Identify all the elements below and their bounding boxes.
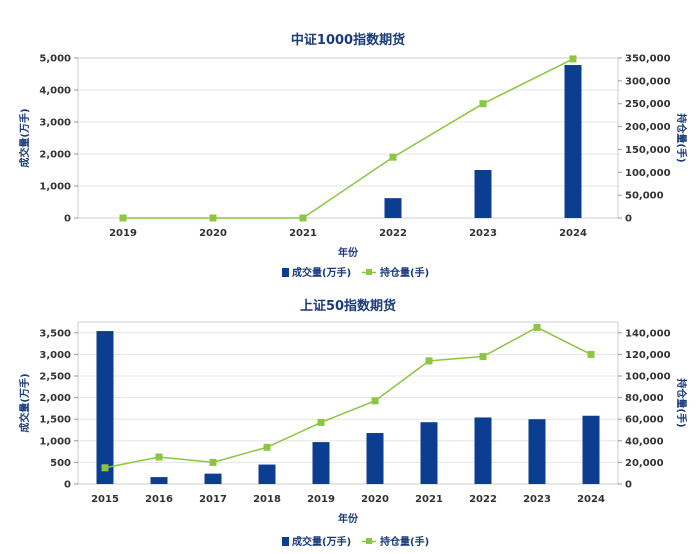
chart-1-legend-bar-label: 成交量(万手) — [292, 266, 351, 279]
chart-1-y2-tick-label: 100,000 — [625, 168, 671, 179]
chart-2-y-tick-label: 2,500 — [39, 372, 71, 383]
chart-2-y-tick-label: 3,500 — [39, 328, 71, 339]
chart-1-plot-frame — [77, 57, 619, 219]
chart-2-bar — [258, 464, 276, 484]
chart-1-y-tick-label: 3,000 — [39, 118, 71, 129]
chart-2-line-point — [371, 397, 379, 405]
chart-1-line-point — [119, 214, 127, 222]
chart-2-x-tick-label: 2017 — [199, 494, 227, 505]
chart-2-bar — [204, 473, 222, 484]
chart-1-line-series — [123, 58, 574, 219]
chart-2-legend-bar-swatch — [282, 537, 289, 546]
chart-2-y2-tick-label: 40,000 — [625, 436, 664, 447]
chart-2-legend-bar-label: 成交量(万手) — [292, 535, 351, 548]
chart-2-y-axis-label: 成交量(万手) — [18, 373, 31, 432]
chart-2-y2-tick-label: 100,000 — [625, 372, 671, 383]
chart-2-x-tick-label: 2020 — [361, 494, 389, 505]
chart-1-y-tick-label: 4,000 — [39, 86, 71, 97]
chart-2-y2-tick-label: 140,000 — [625, 328, 671, 339]
chart-1-y2-tick-label: 200,000 — [625, 122, 671, 133]
chart-2-x-tick-label: 2015 — [91, 494, 119, 505]
chart-2-x-tick-label: 2023 — [523, 494, 551, 505]
chart-1-x-tick-label: 2020 — [199, 228, 227, 239]
chart-2-line-series — [104, 326, 592, 469]
chart-2-y-tick-label: 500 — [50, 458, 71, 469]
chart-2-x-tick-label: 2021 — [415, 494, 443, 505]
chart-2: 上证50指数期货 0 500 1,000 1,500 2,000 2,500 3,000 3,5… — [18, 298, 688, 548]
chart-1-line-point — [389, 153, 397, 161]
chart-2-title: 上证50指数期货 — [300, 298, 396, 314]
chart-2-line-point — [155, 453, 163, 461]
chart-1-x-tick-label: 2024 — [559, 228, 587, 239]
chart-2-y2-tick-label: 60,000 — [625, 415, 664, 426]
chart-1-y2-tick-label: 150,000 — [625, 145, 671, 156]
chart-2-line-point — [533, 323, 541, 331]
chart-2-bar — [96, 331, 114, 484]
chart-1-line-point — [209, 214, 217, 222]
chart-1-line-point — [569, 55, 577, 63]
chart-2-y2-tick-label: 120,000 — [625, 350, 671, 361]
chart-2-bar — [582, 415, 600, 484]
chart-2-line-point — [317, 418, 325, 426]
chart-1-bar — [384, 198, 402, 218]
chart-1-legend-bar-swatch — [282, 268, 289, 277]
chart-2-legend-line-marker — [366, 538, 372, 544]
chart-2-y2-tick-label: 80,000 — [625, 393, 664, 404]
chart-1-x-axis-label: 年份 — [338, 246, 359, 259]
chart-1-y-tick-label: 2,000 — [39, 150, 71, 161]
chart-1-y2-tick-label: 0 — [625, 214, 632, 225]
chart-1-title: 中证1000指数期货 — [291, 32, 405, 48]
chart-2-line-point — [587, 350, 595, 358]
chart-2-x-tick-label: 2016 — [145, 494, 173, 505]
chart-2-y-tick-label: 1,500 — [39, 415, 71, 426]
chart-2-x-axis-label: 年份 — [338, 512, 359, 525]
chart-1-line-point — [299, 214, 307, 222]
chart-1-y-tick-label: 5,000 — [39, 54, 71, 65]
chart-1-y2-tick-label: 250,000 — [625, 99, 671, 110]
chart-2-y2-tick-label: 20,000 — [625, 458, 664, 469]
chart-1: 中证1000指数期货 0 1,000 2,000 3,000 4,000 5,000 0 50,… — [18, 32, 688, 279]
chart-2-x-tick-label: 2018 — [253, 494, 281, 505]
chart-1-legend-line-label: 持仓量(手) — [380, 266, 429, 279]
chart-2-legend-line-label: 持仓量(手) — [380, 535, 429, 548]
chart-2-x-tick-label: 2022 — [469, 494, 497, 505]
chart-2-y-tick-label: 1,000 — [39, 436, 71, 447]
chart-1-bar — [564, 65, 582, 218]
chart-2-line-point — [263, 443, 271, 451]
chart-1-line-point — [479, 100, 487, 108]
chart-1-bar — [474, 170, 492, 218]
chart-2-x-tick-label: 2019 — [307, 494, 335, 505]
chart-1-y2-tick-label: 350,000 — [625, 54, 671, 65]
chart-2-y-tick-label: 2,000 — [39, 393, 71, 404]
chart-2-x-tick-label: 2024 — [577, 494, 605, 505]
chart-2-y2-tick-label: 0 — [625, 480, 632, 491]
chart-1-y2-axis-label: 持仓量(手) — [675, 113, 688, 162]
chart-2-y-tick-label: 0 — [64, 480, 71, 491]
chart-1-y-tick-label: 0 — [64, 214, 71, 225]
chart-1-x-tick-label: 2022 — [379, 228, 407, 239]
chart-1-x-tick-label: 2023 — [469, 228, 497, 239]
chart-1-legend-line-marker — [366, 269, 372, 275]
chart-1-y-tick-label: 1,000 — [39, 182, 71, 193]
chart-1-x-tick-label: 2021 — [289, 228, 317, 239]
chart-1-y2-tick-label: 300,000 — [625, 76, 671, 87]
chart-2-line-point — [425, 357, 433, 365]
chart-2-bar — [312, 442, 330, 484]
chart-2-bar — [420, 422, 438, 484]
chart-2-line-point — [479, 353, 487, 361]
chart-2-plot-frame — [77, 321, 619, 485]
chart-2-bar — [150, 477, 168, 484]
chart-2-y2-axis-label: 持仓量(手) — [675, 378, 688, 427]
chart-2-line-point — [101, 464, 109, 472]
chart-1-y2-tick-label: 50,000 — [625, 191, 664, 202]
chart-2-bar — [474, 417, 492, 484]
chart-1-x-tick-label: 2019 — [109, 228, 137, 239]
chart-2-y-tick-label: 3,000 — [39, 350, 71, 361]
chart-2-bar — [366, 433, 384, 484]
chart-2-line-point — [209, 458, 217, 466]
chart-2-bar — [528, 419, 546, 484]
chart-1-y-axis-label: 成交量(万手) — [18, 108, 31, 167]
